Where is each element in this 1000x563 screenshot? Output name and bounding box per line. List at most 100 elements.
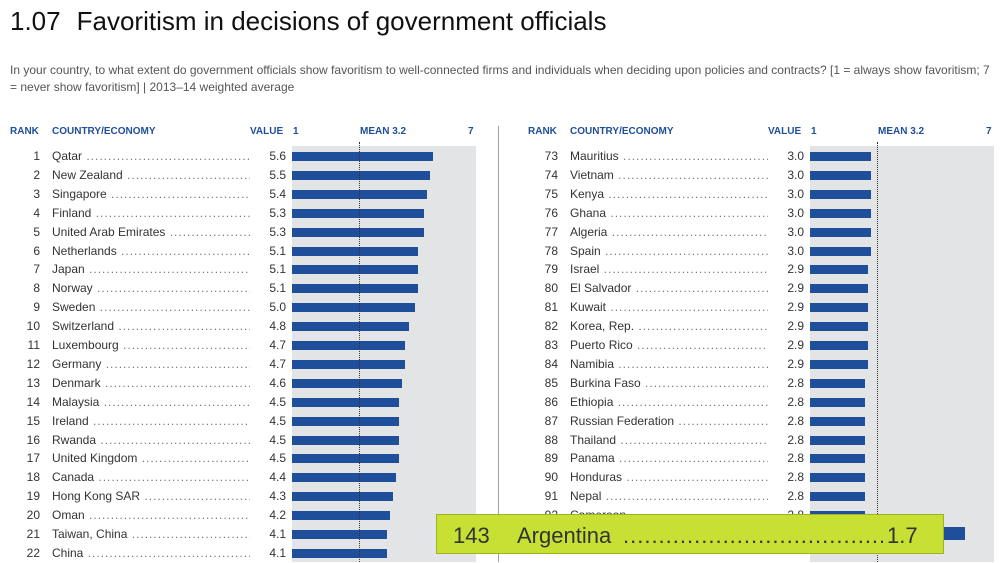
highlight-callout: 143 Argentina ..........................… [436,514,944,554]
row-value: 4.1 [250,527,286,541]
row-rank: 18 [26,470,40,485]
table-row: 1 Qatar5.6 [0,147,476,166]
row-country: Finland [52,206,282,220]
row-country: New Zealand [52,168,282,182]
table-row: 80 El Salvador2.9 [518,279,994,298]
table-row: 15 Ireland4.5 [0,412,476,431]
bar-left-20 [292,511,391,521]
row-rank: 11 [27,338,40,352]
row-rank: 81 [544,300,558,315]
rank-header-left: RANK [10,126,39,137]
row-country: El Salvador [570,281,800,295]
row-rank: 15 [26,413,40,428]
table-row: 90 Honduras2.8 [518,468,994,487]
row-value: 2.9 [768,262,804,277]
row-country: Germany [52,357,282,371]
row-rank: 5 [33,224,40,239]
table-row: 87 Russian Federation2.8 [518,412,994,431]
table-row: 82 Korea, Rep.2.9 [518,317,994,336]
bar-left-6 [292,246,418,256]
row-value: 4.7 [250,356,286,371]
bar-right-87 [810,416,866,426]
table-row: 18 Canada4.4 [0,468,476,487]
row-rank: 83 [544,338,558,352]
row-rank: 80 [544,281,558,296]
row-value: 4.1 [250,545,286,560]
row-country: Canada [52,470,282,484]
row-country: Nepal [570,489,800,503]
row-country: Algeria [570,225,800,239]
scale-min-right: 1 [811,126,817,137]
row-rank: 78 [544,243,558,258]
table-row: 89 Panama2.8 [518,449,994,468]
row-rank: 3 [33,186,40,201]
row-rank: 1 [33,149,40,163]
table-row: 5 United Arab Emirates5.3 [0,223,476,242]
row-rank: 10 [26,319,40,334]
row-country: Taiwan, China [52,527,282,541]
bar-right-91 [810,492,866,502]
chart-subtitle: In your country, to what extent do gover… [10,63,990,94]
bar-left-17 [292,454,400,464]
row-rank: 4 [33,205,40,220]
highlight-rank: 143 [453,523,490,548]
row-country: China [52,546,282,560]
bar-right-81 [810,303,869,313]
table-row: 74 Vietnam3.0 [518,166,994,185]
row-country: Thailand [570,433,800,447]
bar-right-78 [810,246,872,256]
row-value: 4.5 [250,432,286,447]
bar-left-13 [292,378,403,388]
value-header-right: VALUE [768,126,802,137]
row-value: 2.8 [768,432,804,447]
bar-right-85 [810,378,866,388]
bar-right-82 [810,322,869,332]
row-value: 2.8 [768,394,804,409]
mean-header-left: MEAN 3.2 [360,126,407,137]
row-rank: 79 [544,262,558,277]
table-row: 86 Ethiopia2.8 [518,393,994,412]
row-rank: 90 [544,470,558,485]
row-rank: 91 [544,489,558,504]
mean-line-left [359,142,361,562]
table-row: 75 Kenya3.0 [518,185,994,204]
chart-number: 1.07 [10,6,61,36]
chart-title: 1.07 Favoritism in decisions of governmen… [10,6,606,37]
row-rank: 21 [26,527,40,541]
table-row: 77 Algeria3.0 [518,223,994,242]
table-row: 85 Burkina Faso2.8 [518,374,994,393]
table-row: 9 Sweden5.0 [0,298,476,317]
row-value: 5.4 [250,186,286,201]
bar-right-84 [810,359,869,369]
row-value: 3.0 [768,243,804,258]
row-country: Honduras [570,470,800,484]
row-value: 2.9 [768,281,804,296]
row-value: 4.8 [250,319,286,334]
highlight-country: Argentina [517,523,612,548]
row-value: 5.3 [250,205,286,220]
row-country: Namibia [570,357,800,371]
row-rank: 7 [33,262,40,277]
row-value: 3.0 [768,149,804,163]
row-value: 4.5 [250,413,286,428]
row-value: 3.0 [768,167,804,182]
mean-line-right [877,142,879,562]
row-rank: 20 [26,508,40,523]
bar-left-22 [292,548,388,558]
row-country: Kuwait [570,300,800,314]
bar-left-5 [292,227,424,237]
bar-right-90 [810,473,866,483]
table-row: 13 Denmark4.6 [0,374,476,393]
row-value: 2.8 [768,451,804,466]
row-country: Vietnam [570,168,800,182]
row-value: 2.9 [768,300,804,315]
row-country: Netherlands [52,244,282,258]
row-rank: 85 [544,375,558,390]
bar-left-7 [292,265,418,275]
row-rank: 82 [544,319,558,334]
table-row: 76 Ghana3.0 [518,204,994,223]
table-row: 81 Kuwait2.9 [518,298,994,317]
row-rank: 76 [544,205,558,220]
row-value: 3.0 [768,186,804,201]
row-country: Panama [570,451,800,465]
